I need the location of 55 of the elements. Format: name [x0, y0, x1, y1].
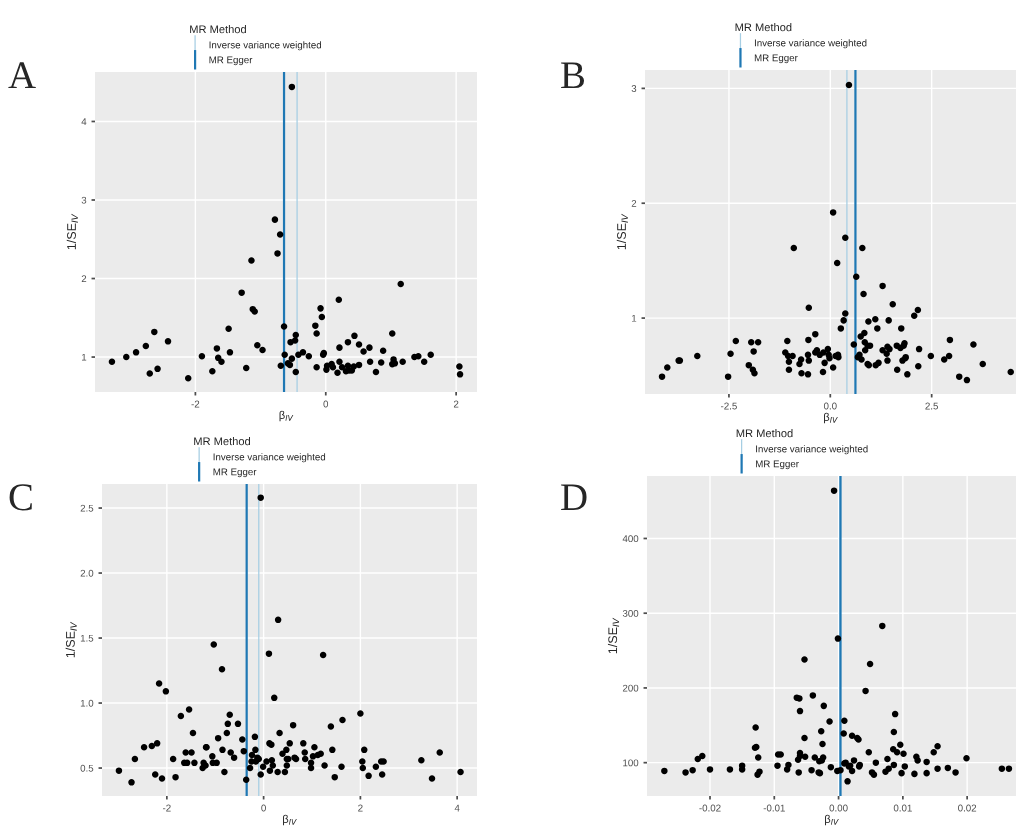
y-tick-label: 300 — [622, 609, 639, 617]
chart-title: D — [561, 484, 587, 511]
x-tick-label: 0.02 — [958, 804, 977, 812]
y-tick-label: 3 — [81, 196, 87, 204]
legend-title: MR Method — [735, 23, 792, 32]
y-tick-label: 100 — [623, 759, 639, 767]
y-tick-label: 200 — [622, 684, 639, 692]
x-tick-label: 0 — [261, 804, 266, 812]
x-tick-label: 2.5 — [925, 402, 939, 410]
legend-label: MR Egger — [213, 468, 257, 478]
x-axis-title: β$_{IV}$ — [825, 814, 839, 826]
y-tick-label: 2 — [81, 275, 87, 283]
legend-label: Inverse variance weighted — [754, 39, 867, 49]
legend-title: MR Method — [190, 25, 246, 34]
x-axis-title: β$_{IV}$ — [283, 814, 297, 826]
chart-title: C — [9, 484, 32, 511]
legend-title: MR Method — [194, 437, 251, 446]
y-tick-label: 2.0 — [80, 569, 94, 577]
x-axis-title: β$_{IV}$ — [824, 412, 838, 424]
legend-label: Inverse variance weighted — [213, 453, 326, 463]
legend-title: MR Method — [736, 429, 793, 438]
y-axis-title: 1/SE$_{IV}$ — [66, 213, 78, 250]
x-axis-title: β$_{IV}$ — [279, 410, 294, 422]
legend-label: Inverse variance weighted — [756, 445, 868, 455]
legend-label: MR Egger — [754, 54, 798, 64]
y-tick-label: 0.5 — [80, 764, 94, 772]
y-axis-title: 1/SE$_{IV}$ — [607, 617, 620, 654]
chart-title: A — [8, 62, 36, 88]
y-tick-label: 2.5 — [80, 504, 94, 512]
legend-label: MR Egger — [209, 56, 253, 66]
y-tick-label: 4 — [81, 118, 87, 125]
chart-title: B — [561, 62, 585, 89]
y-tick-label: 1.0 — [80, 699, 94, 707]
y-tick-label: 1 — [82, 353, 87, 361]
x-tick-label: 0.01 — [893, 804, 912, 812]
y-axis-title: 1/SE$_{IV}$ — [65, 621, 77, 658]
y-tick-label: 3 — [631, 85, 637, 92]
y-tick-label: 1.5 — [80, 634, 94, 642]
y-tick-label: 2 — [631, 199, 637, 207]
x-tick-label: 0.00 — [829, 804, 848, 812]
y-tick-label: 1 — [632, 314, 637, 322]
x-tick-label: -0.02 — [699, 804, 721, 812]
x-tick-label: -2 — [191, 400, 200, 408]
x-tick-label: 4 — [454, 804, 460, 812]
x-tick-label: -2.5 — [720, 402, 737, 410]
legend-label: Inverse variance weighted — [209, 41, 322, 51]
x-tick-label: -2 — [162, 804, 171, 812]
x-tick-label: 2 — [453, 400, 459, 408]
legend-label: MR Egger — [756, 460, 799, 470]
x-tick-label: 0 — [323, 400, 329, 408]
x-tick-label: 0.0 — [823, 402, 837, 410]
x-tick-label: -0.01 — [763, 804, 785, 812]
y-axis-title: 1/SE$_{IV}$ — [616, 213, 628, 250]
y-tick-label: 400 — [622, 535, 639, 543]
x-tick-label: 2 — [358, 804, 363, 812]
